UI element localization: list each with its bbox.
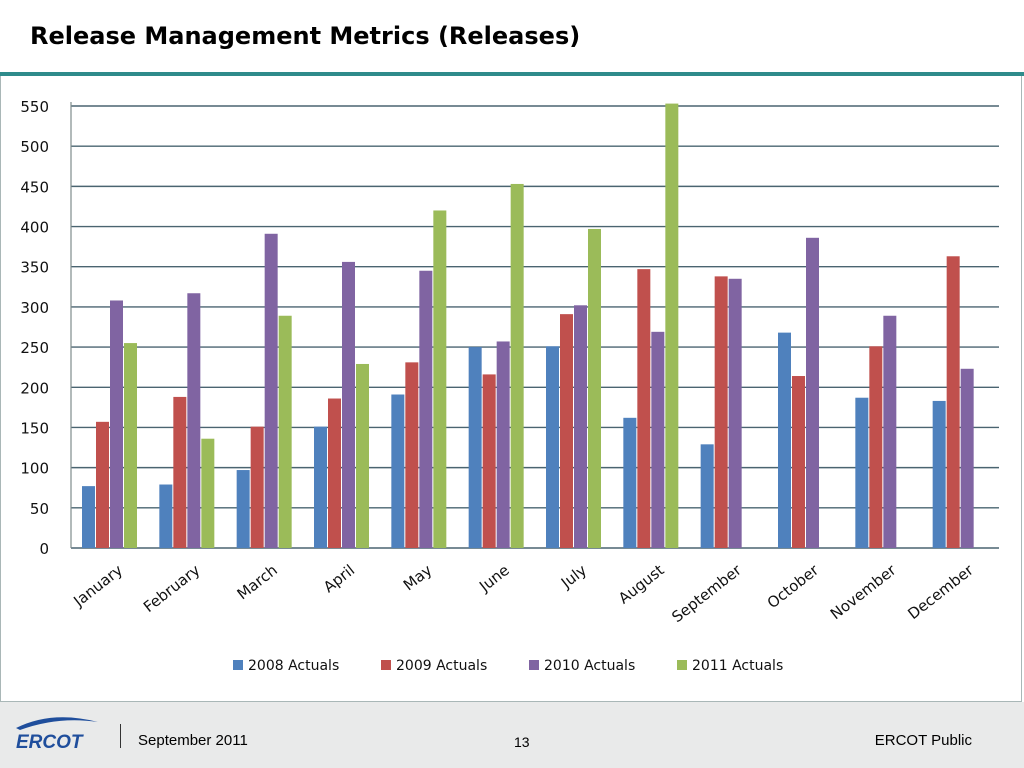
y-tick-label: 200 xyxy=(20,379,49,397)
bar xyxy=(110,300,123,548)
bar xyxy=(806,237,819,548)
bar xyxy=(546,346,559,548)
y-tick-label: 400 xyxy=(20,219,49,237)
x-tick-label: December xyxy=(904,560,977,623)
x-tick-label: August xyxy=(615,561,668,608)
bar xyxy=(96,421,109,548)
y-tick-label: 500 xyxy=(20,138,49,156)
bar xyxy=(250,426,264,548)
bar xyxy=(124,343,137,548)
footer-divider xyxy=(120,724,121,748)
bar xyxy=(173,396,187,548)
legend-label: 2009 Actuals xyxy=(396,658,487,674)
page-number: 13 xyxy=(514,734,530,750)
bar xyxy=(946,256,960,548)
bar xyxy=(82,486,95,548)
y-tick-label: 250 xyxy=(20,339,49,357)
footer-date: September 2011 xyxy=(138,732,248,749)
bar xyxy=(728,278,742,548)
legend-label: 2011 Actuals xyxy=(692,658,783,674)
bar xyxy=(714,276,728,548)
x-tick-label: May xyxy=(400,561,436,594)
x-tick-label: February xyxy=(140,561,204,616)
bar xyxy=(778,332,791,548)
y-tick-label: 50 xyxy=(30,500,49,518)
bar xyxy=(560,314,573,548)
x-tick-label: November xyxy=(827,560,900,623)
bar xyxy=(419,270,433,548)
slide-title: Release Management Metrics (Releases) xyxy=(30,22,581,50)
y-tick-label: 550 xyxy=(20,98,49,116)
chart-frame: 0 50 100 150 200 250 300 350 400 450 500 550 January… xyxy=(0,76,1022,702)
y-tick-label: 450 xyxy=(20,178,49,196)
bar xyxy=(792,376,805,548)
legend-label: 2010 Actuals xyxy=(544,658,635,674)
bar xyxy=(236,470,250,548)
bar xyxy=(356,363,369,548)
bar xyxy=(482,374,496,548)
x-tick-label: January xyxy=(69,561,126,611)
bar xyxy=(869,346,883,548)
bar xyxy=(314,426,327,548)
bar xyxy=(328,398,341,548)
y-tick-label: 100 xyxy=(20,460,49,478)
bar xyxy=(574,305,587,548)
y-tick-label: 300 xyxy=(20,299,49,317)
bar xyxy=(932,400,946,548)
bar xyxy=(264,233,278,548)
y-tick-label: 150 xyxy=(20,419,49,437)
y-tick-label: 0 xyxy=(39,540,49,558)
bar xyxy=(278,315,292,548)
bar xyxy=(960,368,974,548)
x-tick-label: June xyxy=(475,561,513,596)
footer-classification: ERCOT Public xyxy=(874,732,972,749)
bar xyxy=(510,183,524,548)
footer: ERCOT September 2011 13 ERCOT Public xyxy=(0,702,1024,768)
x-tick-label: March xyxy=(234,561,281,603)
bar xyxy=(187,293,201,548)
bar xyxy=(391,394,405,548)
legend-swatch xyxy=(233,660,243,670)
x-tick-label: April xyxy=(320,561,358,596)
bar xyxy=(342,261,355,548)
legend-swatch xyxy=(677,660,687,670)
bar xyxy=(159,484,173,548)
y-tick-label: 350 xyxy=(20,259,49,277)
x-tick-label: September xyxy=(668,560,745,626)
logo-text: ERCOT xyxy=(16,732,84,752)
bar xyxy=(405,362,419,548)
bar xyxy=(700,444,714,548)
bar xyxy=(883,315,897,548)
bar xyxy=(637,269,651,548)
legend-swatch xyxy=(529,660,539,670)
legend-label: 2008 Actuals xyxy=(248,658,339,674)
legend-swatch xyxy=(381,660,391,670)
ercot-logo: ERCOT xyxy=(16,717,98,752)
bar xyxy=(468,347,482,548)
title-divider xyxy=(0,72,1024,76)
bar xyxy=(855,397,869,548)
x-tick-label: October xyxy=(764,560,823,612)
bar xyxy=(433,210,447,549)
bar xyxy=(623,417,637,548)
bar xyxy=(588,228,601,548)
bar xyxy=(651,331,665,548)
bar xyxy=(496,341,510,548)
bar xyxy=(665,103,679,549)
bar-chart: 0 50 100 150 200 250 300 350 400 450 500 550 January… xyxy=(20,98,999,674)
x-tick-label: July xyxy=(557,561,590,592)
bar xyxy=(201,438,215,548)
